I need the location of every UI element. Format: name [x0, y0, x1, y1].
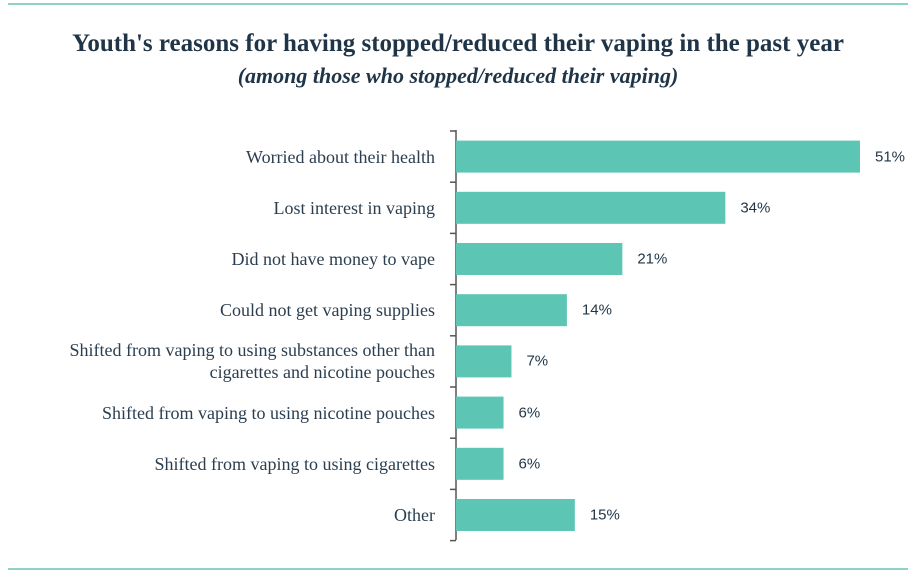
value-label: 14%: [581, 301, 612, 319]
category-label: Lost interest in vaping: [273, 197, 435, 218]
value-label: 6%: [518, 404, 541, 422]
bar: [456, 140, 860, 173]
chart-subtitle: (among those who stopped/reduced their v…: [237, 63, 679, 88]
value-label: 21%: [637, 250, 668, 268]
bar: [456, 191, 726, 224]
value-label: 15%: [589, 506, 620, 524]
value-label: 34%: [740, 199, 771, 217]
bar: [456, 499, 575, 531]
category-label: Did not have money to vape: [231, 249, 435, 269]
category-label: Shifted from vaping to using nicotine po…: [102, 402, 435, 423]
bar: [456, 447, 504, 480]
category-label: Shifted from vaping to using cigarettes: [154, 453, 435, 474]
value-label: 6%: [518, 455, 541, 473]
category-label: Shifted from vaping to using substances …: [69, 340, 435, 383]
category-label: Could not get vaping supplies: [220, 300, 435, 321]
bar: [456, 396, 504, 429]
value-label: 7%: [526, 352, 549, 370]
bar: [456, 294, 567, 327]
category-label: Other: [394, 505, 435, 525]
value-label: 51%: [875, 148, 906, 166]
category-label: Worried about their health: [246, 146, 435, 167]
bar: [456, 243, 623, 275]
bar: [456, 345, 512, 378]
chart-title: Youth's reasons for having stopped/reduc…: [72, 30, 844, 57]
